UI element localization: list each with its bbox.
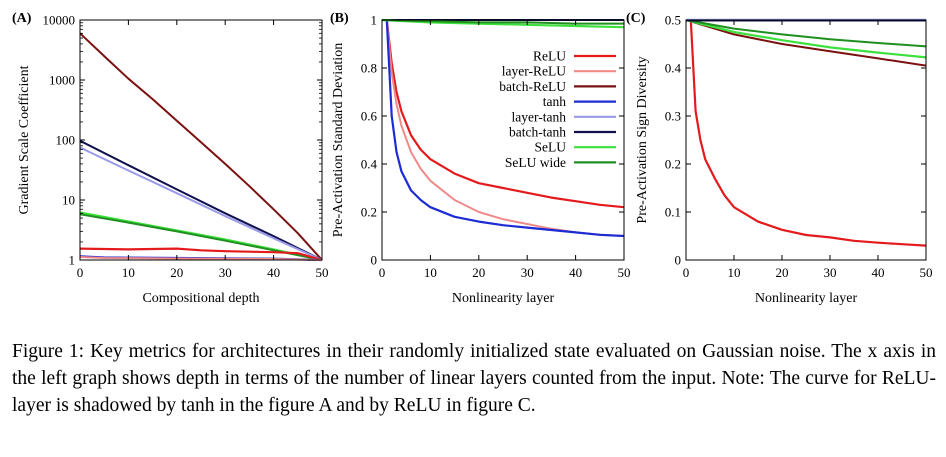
x-tick-label: 50: [618, 265, 631, 280]
legend-label: SeLU: [535, 140, 567, 155]
x-tick-label: 10: [728, 265, 741, 280]
series-line-relu: [80, 247, 322, 262]
y-tick-label: 0.3: [665, 109, 681, 124]
y-tick-label: 0.4: [665, 61, 682, 76]
series-line-relu: [385, 19, 624, 209]
y-tick-label: 0.5: [665, 13, 681, 28]
x-tick-label: 30: [521, 265, 534, 280]
series-line-selu: [686, 18, 926, 59]
y-tick-label: 0: [371, 253, 378, 268]
series-line-layer-tanh: [80, 146, 322, 261]
x-tick-label: 40: [872, 265, 885, 280]
panel-label: (A): [12, 11, 32, 26]
x-axis-label: Nonlinearity layer: [452, 291, 555, 306]
x-tick-label: 40: [267, 265, 280, 280]
x-tick-label: 0: [379, 265, 386, 280]
legend-label: batch-tanh: [509, 125, 566, 140]
panel-label: (B): [330, 11, 349, 26]
x-tick-label: 0: [77, 265, 84, 280]
y-axis-label: Gradient Scale Coefficient: [17, 65, 32, 214]
y-tick-label: 0.1: [665, 205, 681, 220]
y-tick-label: 1: [69, 253, 76, 268]
x-tick-label: 50: [316, 265, 329, 280]
legend-label: batch-ReLU: [499, 79, 566, 94]
legend-label: tanh: [543, 94, 566, 109]
y-tick-label: 10: [62, 193, 75, 208]
y-tick-label: 1: [371, 13, 378, 28]
series-group: [382, 18, 624, 238]
x-tick-label: 30: [824, 265, 837, 280]
x-tick-label: 30: [219, 265, 232, 280]
series-line-tanh: [385, 19, 624, 238]
y-tick-label: 0.6: [361, 109, 378, 124]
x-axis-label: Nonlinearity layer: [755, 291, 858, 306]
legend-label: layer-tanh: [512, 109, 567, 124]
legend-label: SeLU wide: [505, 155, 566, 170]
y-tick-label: 0: [675, 253, 682, 268]
chart-panel-2: 0 10 20 30 40 50 0 0.2 0.4 0.6 0.8 1 Nonlinearity la…: [330, 11, 631, 306]
series-group: [80, 32, 322, 262]
legend-label: layer-ReLU: [502, 64, 566, 79]
plot-frame: [685, 19, 927, 261]
x-tick-label: 10: [122, 265, 135, 280]
x-tick-label: 20: [170, 265, 183, 280]
x-tick-label: 20: [776, 265, 789, 280]
series-line-batch-tanh: [80, 139, 322, 261]
plot-frame: [79, 19, 323, 261]
x-axis-label: Compositional depth: [142, 291, 259, 306]
chart-panel-3: 0 10 20 30 40 50 0 0.1 0.2 0.3 0.4 0.5 Nonlinearity …: [626, 11, 933, 306]
x-tick-label: 50: [920, 265, 933, 280]
y-tick-label: 0.2: [361, 205, 377, 220]
x-tick-label: 20: [472, 265, 485, 280]
x-tick-label: 40: [569, 265, 582, 280]
x-tick-label: 0: [683, 265, 690, 280]
y-tick-label: 10000: [43, 13, 76, 28]
series-line-selu-wide: [382, 19, 624, 25]
x-tick-label: 10: [424, 265, 437, 280]
series-line-batch-relu: [686, 19, 926, 67]
chart-panel-1: 0 10 20 30 40 50 1 10 100 1000 10000 Compositional …: [12, 11, 329, 306]
series-line-selu-wide: [686, 19, 926, 48]
y-axis-label: Pre-Activation Sign Diversity: [635, 56, 650, 223]
chart-legend: ReLUlayer-ReLUbatch-ReLUtanhlayer-tanhba…: [499, 49, 616, 170]
y-tick-label: 0.2: [665, 157, 681, 172]
legend-label: ReLU: [533, 49, 566, 64]
y-tick-label: 100: [56, 133, 76, 148]
panel-label: (C): [626, 11, 646, 26]
series-line-relu: [689, 19, 926, 247]
figure-1: 0 10 20 30 40 50110100100010000Compositional …: [12, 11, 933, 306]
y-axis-label: Pre-Activation Standard Deviation: [331, 43, 346, 237]
series-group: [686, 18, 926, 247]
figure-caption: Figure 1: Key metrics for architectures …: [12, 341, 936, 416]
y-tick-label: 0.4: [361, 157, 378, 172]
plot-frame: [381, 19, 625, 261]
y-tick-label: 1000: [49, 73, 75, 88]
y-tick-label: 0.8: [361, 61, 377, 76]
series-line-batch-relu: [80, 32, 322, 261]
